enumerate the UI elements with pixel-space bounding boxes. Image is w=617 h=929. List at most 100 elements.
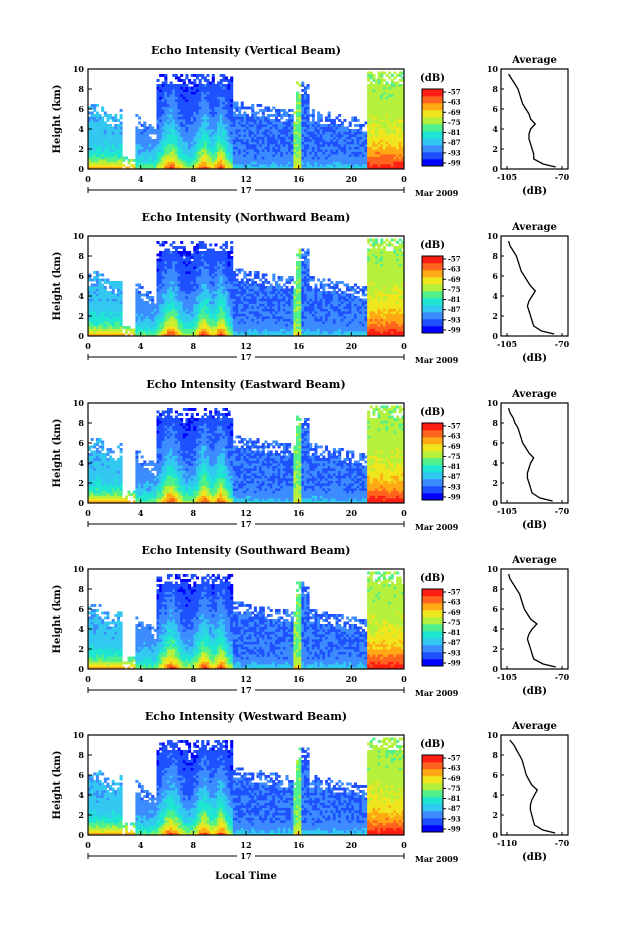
heatmap-cell [319,114,323,117]
heatmap-cell [201,159,205,162]
heatmap-cell [282,111,286,115]
heatmap-cell [388,109,392,112]
heatmap-cell [98,333,102,337]
heatmap-cell [227,308,231,312]
heatmap-cell [227,253,231,257]
heatmap-cell [209,331,213,334]
heatmap-cell [138,306,142,309]
heatmap-cell [238,146,242,150]
heatmap-cell [269,109,273,112]
heatmap-cell [264,116,268,120]
heatmap-cell [256,144,260,147]
heatmap-cell [143,323,147,327]
heatmap-cell [201,134,205,137]
heatmap-cell [193,144,197,147]
heatmap-cell [230,76,234,80]
heatmap-cell [151,298,155,302]
heatmap-cell [103,331,107,334]
heatmap-cell [227,81,231,85]
heatmap-cell [274,151,278,155]
heatmap-cell [193,286,197,289]
heatmap-cell [235,124,239,127]
heatmap-cell [135,164,139,167]
heatmap-cell [209,104,213,107]
heatmap-cell [390,166,394,170]
heatmap-cell [274,136,278,140]
heatmap-cell [88,318,92,322]
heatmap-cell [377,164,381,167]
heatmap-cell [382,94,386,97]
heatmap-cell [140,306,144,309]
heatmap-cell [114,131,118,135]
heatmap-cell [288,119,292,122]
heatmap-cell [167,91,171,95]
heatmap-cell [161,101,165,105]
heatmap-cell [164,263,168,267]
heatmap-cell [211,256,215,259]
heatmap-cell [243,298,247,302]
heatmap-cell [224,266,228,269]
heatmap-cell [264,126,268,130]
x-tick-label: 0 [85,174,91,184]
heatmap-cell [306,121,310,125]
heatmap-cell [222,129,226,132]
heatmap-cell [119,144,123,147]
heatmap-cell [106,308,110,312]
heatmap-cell [185,96,189,100]
heatmap-cell [195,106,199,110]
heatmap-cell [201,333,205,337]
heatmap-cell [114,306,118,309]
heatmap-cell [88,154,92,157]
heatmap-cell [195,276,199,279]
heatmap-cell [227,84,231,87]
heatmap-cell [140,303,144,307]
heatmap-cell [209,276,213,279]
heatmap-cell [106,166,110,170]
heatmap-cell [375,79,379,82]
heatmap-cell [101,106,105,110]
heatmap-cell [290,126,294,130]
heatmap-cell [267,136,271,140]
heatmap-cell [235,126,239,130]
heatmap-cell [369,134,373,137]
heatmap-cell [177,96,181,100]
heatmap-cell [232,161,236,165]
heatmap-cell [145,159,149,162]
heatmap-cell [111,151,115,155]
heatmap-cell [203,109,207,112]
heatmap-cell [169,323,173,327]
heatmap-cell [222,308,226,312]
heatmap-cell [230,164,234,167]
heatmap-cell [319,166,323,170]
heatmap-cell [235,119,239,122]
heatmap-cell [195,251,199,254]
heatmap-cell [230,94,234,97]
heatmap-cell [280,114,284,117]
heatmap-cell [206,149,210,152]
heatmap-cell [346,131,350,135]
heatmap-cell [259,303,263,307]
heatmap-cell [224,261,228,264]
heatmap-cell [375,111,379,115]
heatmap-cell [232,311,236,314]
heatmap-cell [172,281,176,284]
heatmap-cell [261,276,265,279]
heatmap-cell [151,318,155,322]
heatmap-cell [93,318,97,322]
heatmap-cell [177,129,181,132]
heatmap-cell [167,268,171,272]
heatmap-cell [264,301,268,304]
heatmap-cell [195,286,199,289]
heatmap-cell [172,74,176,77]
heatmap-cell [88,331,92,334]
heatmap-cell [164,318,168,322]
heatmap-cell [253,119,257,122]
heatmap-cell [264,106,268,110]
heatmap-cell [193,134,197,137]
heatmap-cell [264,136,268,140]
heatmap-cell [330,126,334,130]
heatmap-cell [206,308,210,312]
heatmap-cell [161,116,165,120]
heatmap-cell [393,94,397,97]
heatmap-cell [201,261,205,264]
